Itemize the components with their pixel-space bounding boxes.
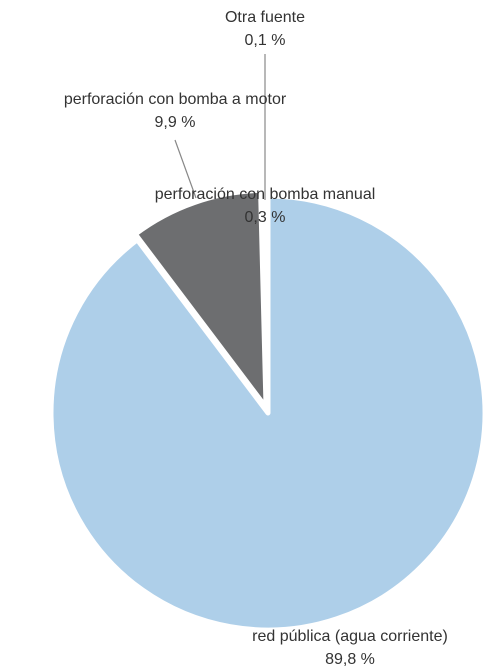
value-label: 0,1 %	[245, 32, 286, 49]
slice-label: perforación con bomba a motor	[64, 91, 287, 108]
slice-label: Otra fuente	[225, 9, 305, 26]
value-label: 0,3 %	[245, 209, 286, 226]
pie-slice	[132, 187, 269, 410]
slice-label: red pública (agua corriente)	[252, 628, 448, 645]
pie-slice	[48, 193, 483, 633]
value-label: 9,9 %	[155, 114, 196, 131]
value-label: 89,8 %	[325, 651, 375, 668]
leader-line	[174, 139, 197, 199]
pie-slice	[264, 187, 271, 410]
slice-label: perforación con bomba manual	[155, 186, 376, 203]
